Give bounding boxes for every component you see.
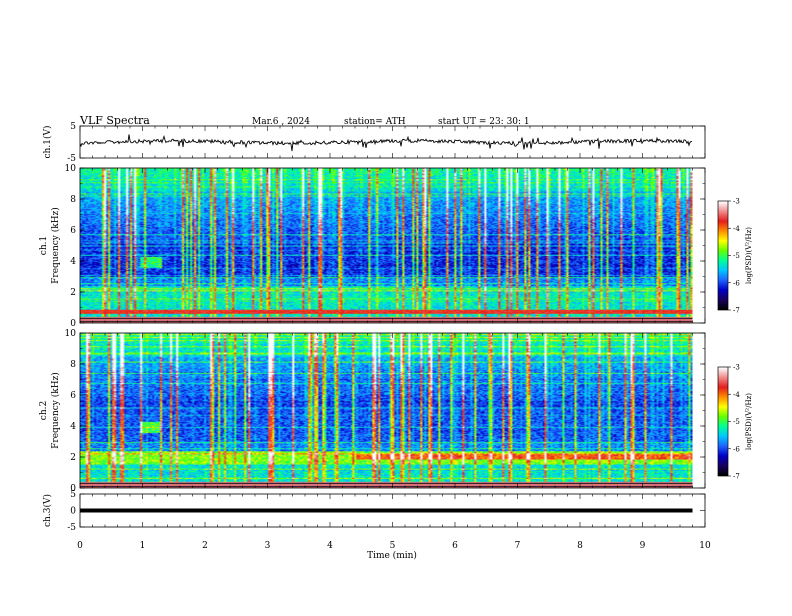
- y-tick-label: -5: [67, 523, 76, 533]
- frequency-axis-label: Frequency (kHz): [50, 207, 61, 284]
- x-tick-label: 4: [327, 541, 333, 551]
- panel-channel-label: ch.2: [39, 401, 49, 420]
- x-tick-label: 3: [265, 541, 271, 551]
- y-tick-label: 4: [70, 422, 76, 432]
- figure-title: VLF Spectra: [79, 114, 150, 127]
- colorbar-tick-label: -3: [733, 364, 740, 372]
- ch2-spectrogram-image: [80, 333, 693, 488]
- y-tick-label: 0: [70, 507, 76, 517]
- colorbar-label: log(PSD)(V²/Hz): [745, 227, 753, 284]
- colorbar-ch2-gradient: [718, 367, 728, 476]
- y-tick-label: 6: [70, 226, 76, 236]
- y-tick-label: 4: [70, 257, 76, 267]
- date-label: Mar.6 , 2024: [252, 117, 310, 127]
- y-tick-label: 2: [70, 288, 76, 298]
- colorbar-tick-label: -5: [733, 252, 740, 260]
- colorbar-ch1: -3 -4 -5 -6 -7 log(PSD)(V²/Hz): [717, 198, 753, 315]
- x-tick-label: 1: [140, 541, 146, 551]
- x-axis-label: Time (min): [367, 550, 417, 561]
- colorbar-tick-label: -4: [733, 225, 740, 233]
- x-tick-label: 6: [452, 541, 458, 551]
- colorbar-tick-label: -7: [733, 473, 740, 481]
- ch1-spectrogram-image: [80, 168, 693, 323]
- colorbar-tick-label: -6: [733, 445, 740, 453]
- colorbar-ch1-gradient: [718, 201, 728, 310]
- y-tick-label: 2: [70, 453, 76, 463]
- colorbar-ch2: -3 -4 -5 -6 -7 log(PSD)(V²/Hz): [717, 364, 753, 481]
- colorbar-tick-label: -7: [733, 307, 740, 315]
- y-tick-label: 0: [70, 319, 76, 329]
- y-tick-label: 5: [70, 490, 76, 500]
- y-tick-label: 6: [70, 391, 76, 401]
- time-axis: 0 1 2 3 4 5 6 7 8 9 10: [77, 541, 711, 551]
- ch3-voltage-panel: 5 0 -5 ch.3(V): [42, 490, 706, 533]
- colorbar-tick-label: -6: [733, 279, 740, 287]
- x-tick-label: 7: [515, 541, 521, 551]
- x-tick-label: 10: [699, 541, 711, 551]
- x-tick-label: 0: [77, 541, 83, 551]
- frequency-axis-label: Frequency (kHz): [50, 372, 61, 449]
- station-label: station= ATH: [344, 117, 406, 127]
- colorbar-tick-label: -5: [733, 418, 740, 426]
- y-tick-label: 8: [70, 195, 76, 205]
- panel-channel-label: ch.1: [39, 236, 49, 255]
- y-tick-label: 10: [65, 329, 77, 339]
- start-ut-label: start UT = 23: 30: 1: [438, 117, 530, 127]
- y-tick-label: 0: [70, 484, 76, 494]
- colorbar-label: log(PSD)(V²/Hz): [745, 393, 753, 450]
- x-tick-label: 5: [390, 541, 396, 551]
- x-tick-label: 9: [640, 541, 646, 551]
- x-tick-label: 2: [202, 541, 208, 551]
- ch2-spectrogram-panel: 0 2 4 6 8 10 ch.2 Frequency (kHz): [39, 329, 706, 494]
- colorbar-tick-label: -3: [733, 198, 740, 206]
- voltage-axis-label: ch.3(V): [42, 494, 53, 527]
- colorbar-tick-label: -4: [733, 391, 740, 399]
- voltage-axis-label: ch.1(V): [42, 126, 53, 159]
- ch1-spectrogram-panel: 0 2 4 6 8 10 ch.1 Frequency (kHz): [39, 164, 706, 329]
- ch3-voltage-trace: [80, 508, 693, 513]
- ch1-voltage-panel: 5 -5 ch.1(V): [42, 122, 706, 164]
- y-tick-label: -5: [67, 154, 76, 164]
- ch1-voltage-trace: [79, 134, 693, 152]
- y-tick-label: 5: [70, 122, 76, 132]
- x-tick-label: 8: [577, 541, 583, 551]
- y-tick-label: 8: [70, 360, 76, 370]
- y-tick-label: 10: [65, 164, 77, 174]
